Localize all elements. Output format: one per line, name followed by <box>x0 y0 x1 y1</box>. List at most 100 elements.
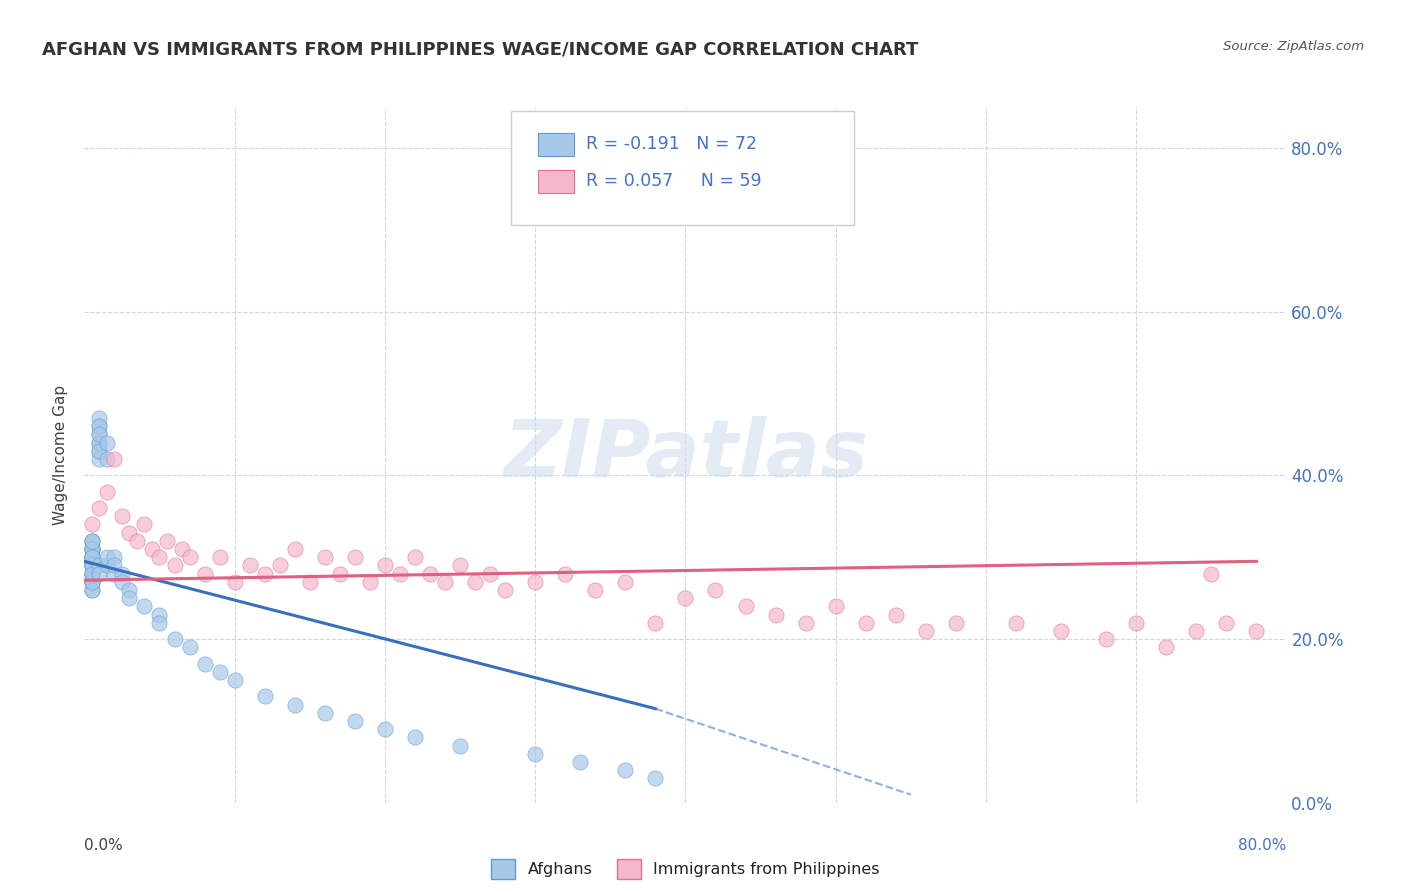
Point <box>1005 615 1028 630</box>
Point <box>134 517 156 532</box>
Point <box>80 550 103 565</box>
Point <box>374 722 396 736</box>
Point <box>80 582 103 597</box>
Point <box>89 419 111 434</box>
Point <box>163 632 186 646</box>
Point <box>824 599 846 614</box>
Point <box>148 615 170 630</box>
Point <box>1215 615 1237 630</box>
Point <box>80 550 103 565</box>
Point <box>111 574 134 589</box>
Point <box>80 542 103 557</box>
Legend: Afghans, Immigrants from Philippines: Afghans, Immigrants from Philippines <box>485 853 886 885</box>
Point <box>148 550 170 565</box>
Point <box>179 550 201 565</box>
Point <box>96 558 118 573</box>
Point <box>103 452 125 467</box>
Point <box>89 443 111 458</box>
Point <box>125 533 148 548</box>
Point <box>208 665 231 679</box>
Point <box>111 509 134 524</box>
Point <box>89 419 111 434</box>
Point <box>524 574 547 589</box>
Point <box>765 607 787 622</box>
Point <box>89 435 111 450</box>
Point <box>479 566 502 581</box>
Bar <box>537 133 574 156</box>
Point <box>96 452 118 467</box>
Point <box>80 566 103 581</box>
Point <box>89 558 111 573</box>
Point <box>734 599 756 614</box>
Point <box>314 706 336 720</box>
Point <box>208 550 231 565</box>
Point <box>80 558 103 573</box>
Point <box>524 747 547 761</box>
Text: R = 0.057     N = 59: R = 0.057 N = 59 <box>586 172 761 190</box>
Point <box>80 574 103 589</box>
Point <box>170 542 193 557</box>
Point <box>80 542 103 557</box>
Point <box>224 673 246 687</box>
Point <box>494 582 516 597</box>
Point <box>298 574 321 589</box>
Point <box>404 550 426 565</box>
Point <box>89 566 111 581</box>
Point <box>644 771 666 785</box>
Point <box>343 714 366 728</box>
Point <box>314 550 336 565</box>
Point <box>80 517 103 532</box>
Point <box>141 542 163 557</box>
Point <box>80 574 103 589</box>
Point <box>284 698 307 712</box>
Point <box>96 484 118 499</box>
Point <box>884 607 907 622</box>
Point <box>80 550 103 565</box>
Point <box>118 591 141 606</box>
Point <box>1125 615 1147 630</box>
FancyBboxPatch shape <box>512 111 853 226</box>
Point <box>80 582 103 597</box>
Point <box>80 542 103 557</box>
Point <box>96 550 118 565</box>
Point <box>614 574 637 589</box>
Point <box>343 550 366 565</box>
Point <box>583 582 606 597</box>
Point <box>80 550 103 565</box>
Point <box>419 566 441 581</box>
Point <box>118 582 141 597</box>
Point <box>80 574 103 589</box>
Point <box>464 574 486 589</box>
Point <box>80 533 103 548</box>
Point <box>224 574 246 589</box>
Point <box>1156 640 1178 655</box>
Point <box>89 501 111 516</box>
Bar <box>537 169 574 193</box>
Point <box>80 550 103 565</box>
Text: AFGHAN VS IMMIGRANTS FROM PHILIPPINES WAGE/INCOME GAP CORRELATION CHART: AFGHAN VS IMMIGRANTS FROM PHILIPPINES WA… <box>42 40 918 58</box>
Y-axis label: Wage/Income Gap: Wage/Income Gap <box>53 384 69 525</box>
Point <box>89 427 111 442</box>
Point <box>404 731 426 745</box>
Point <box>434 574 457 589</box>
Point <box>794 615 817 630</box>
Point <box>704 582 727 597</box>
Point <box>554 566 576 581</box>
Point <box>89 452 111 467</box>
Point <box>194 566 217 581</box>
Text: 0.0%: 0.0% <box>84 838 124 854</box>
Point <box>89 435 111 450</box>
Point <box>449 558 471 573</box>
Point <box>96 435 118 450</box>
Point <box>80 542 103 557</box>
Point <box>915 624 938 638</box>
Point <box>675 591 697 606</box>
Point <box>118 525 141 540</box>
Point <box>148 607 170 622</box>
Point <box>80 574 103 589</box>
Point <box>1185 624 1208 638</box>
Point <box>179 640 201 655</box>
Point <box>1246 624 1268 638</box>
Point <box>103 566 125 581</box>
Point <box>284 542 307 557</box>
